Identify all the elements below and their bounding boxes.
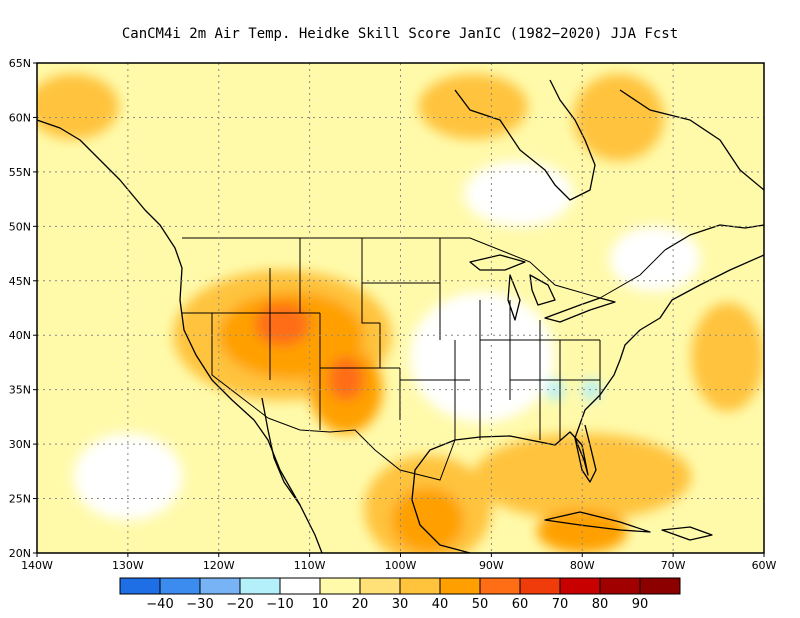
skill-region — [418, 73, 528, 140]
hudson-bay-coastline — [454, 79, 596, 201]
longitude-tick-label: 70W — [661, 559, 686, 572]
latitude-tick-label: 35N — [9, 384, 31, 397]
map-grid — [37, 63, 764, 553]
colorbar-swatch — [239, 577, 281, 595]
colorbar-label: 20 — [352, 597, 369, 612]
skill-region — [73, 433, 183, 521]
baja-coastline — [261, 397, 301, 506]
latitude-tick-label: 55N — [9, 166, 31, 179]
colorbar-swatch — [119, 577, 161, 595]
colorbar-label: −40 — [146, 597, 173, 612]
mexico-east-coastline — [411, 439, 471, 553]
longitude-tick-label: 130W — [112, 559, 144, 572]
state-boundaries — [182, 237, 601, 440]
colorbar-swatch — [479, 577, 521, 595]
colorbar-label: −10 — [266, 597, 293, 612]
colorbar-label: −20 — [226, 597, 253, 612]
east-coastline — [574, 254, 764, 439]
skill-region — [409, 291, 555, 423]
colorbar-label: 10 — [312, 597, 329, 612]
latitude-tick-label: 20N — [9, 547, 31, 560]
colorbar-swatch — [439, 577, 481, 595]
longitude-tick-label: 120W — [203, 559, 235, 572]
skill-shading — [37, 73, 764, 553]
colorbar-swatch — [399, 577, 441, 595]
colorbar-label: 60 — [512, 597, 529, 612]
skill-region — [691, 302, 764, 412]
skill-region — [327, 357, 365, 401]
latitude-tick-label: 45N — [9, 275, 31, 288]
map-title: CanCM4i 2m Air Temp. Heidke Skill Score … — [121, 26, 679, 42]
colorbar-swatch — [319, 577, 361, 595]
colorbar-swatch — [559, 577, 601, 595]
great-lakes-erie-ontario — [544, 297, 616, 323]
latitude-axis: 20N 25N 30N 35N 40N 45N 50N 55N 60N 65N — [9, 57, 37, 560]
hispaniola-outline — [661, 526, 713, 541]
cuba-outline — [544, 511, 651, 533]
skill-region — [37, 73, 119, 140]
skill-region — [255, 302, 310, 347]
colorbar-label: 40 — [432, 597, 449, 612]
colorbar-label: 70 — [552, 597, 569, 612]
latitude-tick-label: 65N — [9, 57, 31, 70]
longitude-tick-label: 100W — [385, 559, 417, 572]
great-lakes-huron — [529, 274, 556, 306]
gulf-st-lawrence-coastline — [664, 224, 764, 251]
longitude-axis: 140W 130W 120W 110W 100W 90W 80W 70W 60W — [21, 553, 777, 572]
colorbar-label: 30 — [392, 597, 409, 612]
skill-region — [391, 487, 465, 553]
great-lakes-superior — [469, 254, 526, 271]
gulf-coastline — [454, 431, 589, 476]
colorbar-swatch — [639, 577, 681, 595]
colorbar-label: −30 — [186, 597, 213, 612]
longitude-tick-label: 90W — [479, 559, 504, 572]
colorbar-swatch — [599, 577, 641, 595]
skill-region — [582, 378, 601, 401]
colorbar: −40 −30 −20 −10 10 20 30 40 50 60 70 80 90 — [119, 577, 681, 612]
us-mexico-border — [267, 417, 456, 481]
skill-region — [609, 226, 701, 292]
labrador-coastline — [619, 89, 764, 191]
latitude-tick-label: 30N — [9, 438, 31, 451]
west-coastline — [37, 119, 323, 553]
colorbar-label: 50 — [472, 597, 489, 612]
great-lakes-michigan — [507, 274, 521, 321]
colorbar-swatch — [159, 577, 201, 595]
colorbar-swatch — [519, 577, 561, 595]
florida-outline — [574, 424, 597, 483]
latitude-tick-label: 50N — [9, 220, 31, 233]
colorbar-label: 90 — [632, 597, 649, 612]
latitude-tick-label: 60N — [9, 111, 31, 124]
longitude-tick-label: 80W — [570, 559, 595, 572]
skill-region — [573, 73, 665, 161]
longitude-tick-label: 110W — [294, 559, 326, 572]
longitude-tick-label: 60W — [752, 559, 777, 572]
skill-region — [464, 161, 574, 227]
us-canada-border — [182, 237, 666, 299]
skill-region — [473, 433, 692, 521]
colorbar-label: 80 — [592, 597, 609, 612]
colorbar-swatch — [279, 577, 321, 595]
latitude-tick-label: 40N — [9, 329, 31, 342]
latitude-tick-label: 25N — [9, 493, 31, 506]
longitude-tick-label: 140W — [21, 559, 53, 572]
colorbar-swatch — [199, 577, 241, 595]
colorbar-swatch — [359, 577, 401, 595]
